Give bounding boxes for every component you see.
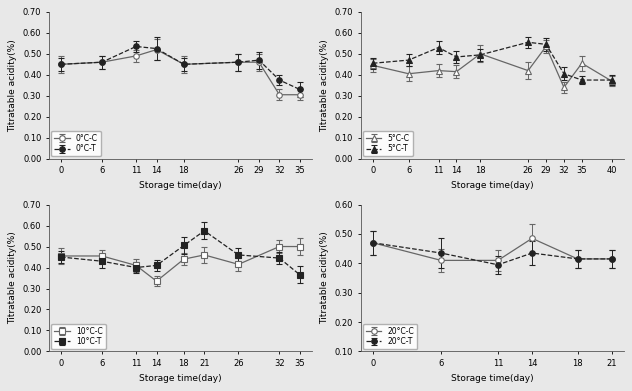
Legend: 10°C-C, 10°C-T: 10°C-C, 10°C-T: [51, 323, 106, 349]
X-axis label: Storage time(day): Storage time(day): [139, 374, 222, 383]
X-axis label: Storage time(day): Storage time(day): [139, 181, 222, 190]
X-axis label: Storage time(day): Storage time(day): [451, 181, 533, 190]
Y-axis label: Titratable acidity(%): Titratable acidity(%): [8, 39, 17, 132]
Y-axis label: Titratable acidity(%): Titratable acidity(%): [320, 39, 329, 132]
Y-axis label: Titratable acidity(%): Titratable acidity(%): [320, 231, 329, 325]
Legend: 5°C-C, 5°C-T: 5°C-C, 5°C-T: [363, 131, 413, 156]
Y-axis label: Titratable acidity(%): Titratable acidity(%): [8, 231, 17, 325]
Legend: 0°C-C, 0°C-T: 0°C-C, 0°C-T: [51, 131, 101, 156]
Legend: 20°C-C, 20°C-T: 20°C-C, 20°C-T: [363, 323, 417, 349]
X-axis label: Storage time(day): Storage time(day): [451, 374, 533, 383]
